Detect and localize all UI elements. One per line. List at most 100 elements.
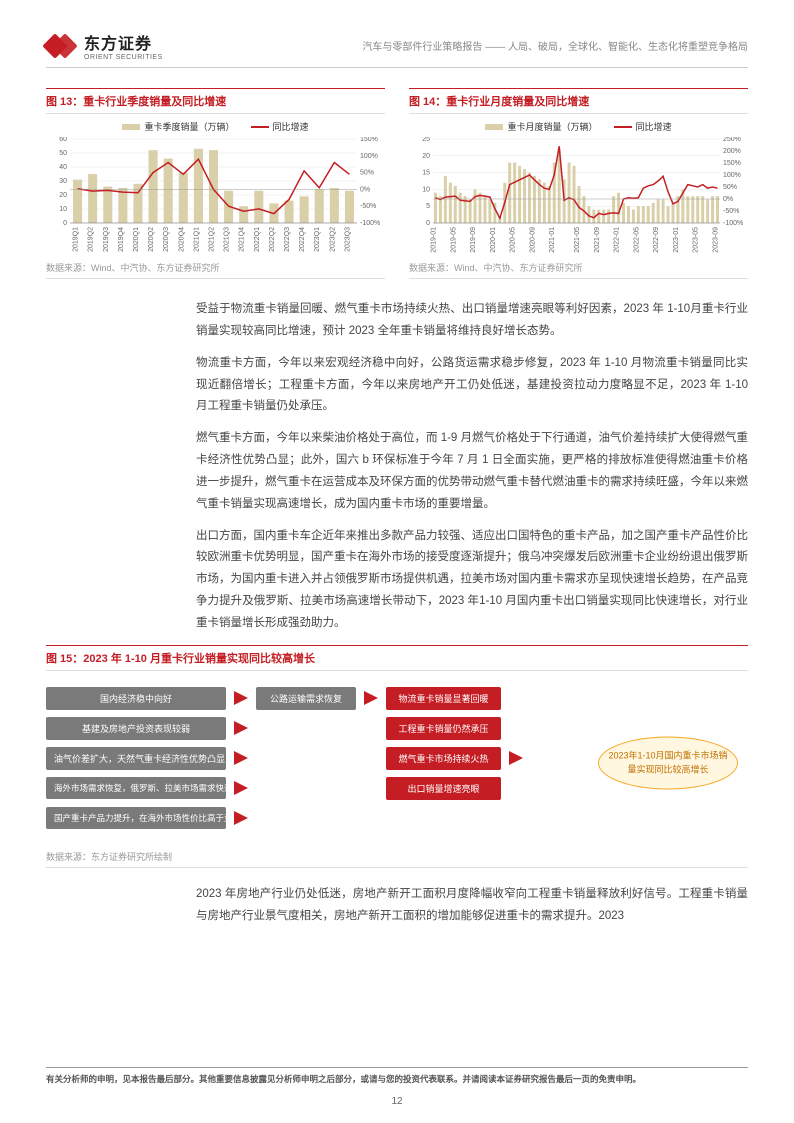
svg-text:10: 10 (422, 186, 430, 193)
flow-left-box: 国产重卡产品力提升，在海外市场性价比高于竞品 (46, 807, 226, 829)
svg-text:2019-05: 2019-05 (450, 227, 457, 253)
svg-text:20: 20 (422, 153, 430, 160)
footer-disclaimer: 有关分析师的申明，见本报告最后部分。其他重要信息披露见分析师申明之后部分，或请与… (46, 1067, 748, 1085)
legend-bar-label: 重卡月度销量（万辆） (507, 120, 597, 133)
svg-text:2023Q2: 2023Q2 (329, 227, 336, 252)
para-3: 燃气重卡方面，今年以来柴油价格处于高位，而 1-9 月燃气价格处于下行通道，油气… (196, 428, 748, 515)
svg-text:2023-01: 2023-01 (673, 227, 680, 253)
svg-text:50%: 50% (360, 170, 374, 177)
svg-text:200%: 200% (723, 148, 741, 155)
svg-text:2022Q4: 2022Q4 (299, 227, 306, 252)
arrow-right-icon (509, 751, 523, 765)
svg-text:2019Q2: 2019Q2 (88, 227, 95, 252)
arrow-right-icon (234, 751, 248, 765)
legend-bar-icon (122, 124, 140, 130)
figure-15: 图 15：2023 年 1-10 月重卡行业销量实现同比较高增长 国内经济稳中向… (46, 645, 748, 868)
chart-13-title: 图 13：重卡行业季度销量及同比增速 (46, 88, 385, 114)
svg-text:2019Q3: 2019Q3 (103, 227, 110, 252)
svg-text:2022-09: 2022-09 (653, 227, 660, 253)
svg-text:60: 60 (59, 137, 67, 143)
chart-14-svg: 0 5 10 15 20 25 -100% -50% 0% 50% 100% 150% 200% 250%… (409, 137, 748, 257)
legend-bar-label: 重卡季度销量（万辆） (144, 120, 234, 133)
svg-text:2020Q1: 2020Q1 (133, 227, 140, 252)
chart-13: 图 13：重卡行业季度销量及同比增速 重卡季度销量（万辆） 同比增速 0 10 20… (46, 88, 385, 279)
svg-text:2023-09: 2023-09 (713, 227, 720, 253)
flow-right-box: 物流重卡销量显著回暖 (386, 687, 501, 710)
svg-text:2022-01: 2022-01 (614, 227, 621, 253)
svg-text:2020Q3: 2020Q3 (163, 227, 170, 252)
arrow-right-icon (234, 781, 248, 795)
logo-en: ORIENT SECURITIES (84, 54, 163, 61)
page-number: 12 (0, 1096, 794, 1107)
svg-text:250%: 250% (723, 137, 741, 143)
svg-text:50%: 50% (723, 184, 737, 191)
svg-text:2021-09: 2021-09 (594, 227, 601, 253)
arrow-right-icon (234, 721, 248, 735)
svg-text:2021Q2: 2021Q2 (209, 227, 216, 252)
svg-text:2019Q1: 2019Q1 (73, 227, 80, 252)
flow-row: 国产重卡产品力提升，在海外市场性价比高于竞品 (46, 807, 748, 829)
svg-text:150%: 150% (360, 137, 378, 143)
svg-text:10: 10 (59, 206, 67, 213)
svg-text:15: 15 (422, 170, 430, 177)
svg-text:30: 30 (59, 178, 67, 185)
chart-13-source: 数据来源：Wind、中汽协、东方证券研究所 (46, 257, 385, 279)
svg-text:150%: 150% (723, 160, 741, 167)
chart-14-source: 数据来源：Wind、中汽协、东方证券研究所 (409, 257, 748, 279)
svg-text:2020-09: 2020-09 (529, 227, 536, 253)
svg-text:2021Q4: 2021Q4 (239, 227, 246, 252)
svg-text:2022-05: 2022-05 (633, 227, 640, 253)
svg-text:5: 5 (426, 203, 430, 210)
svg-text:0%: 0% (723, 196, 733, 203)
svg-text:0: 0 (426, 220, 430, 227)
logo-cn: 东方证券 (84, 30, 163, 54)
svg-text:2022Q3: 2022Q3 (284, 227, 291, 252)
legend-line-icon (251, 126, 269, 128)
legend-bar-icon (485, 124, 503, 130)
flow-left-box: 基建及房地产投资表现较弱 (46, 717, 226, 740)
para-4: 出口方面，国内重卡车企近年来推出多款产品力较强、适应出口国特色的重卡产品，加之国… (196, 526, 748, 635)
svg-text:2023Q3: 2023Q3 (344, 227, 351, 252)
page-header: 东方证券 ORIENT SECURITIES 汽车与零部件行业策略报告 —— 人… (46, 30, 748, 68)
chart-13-svg: 0102030405060-100%-50%0%50%100%150%2019Q… (46, 137, 385, 257)
company-logo-icon (46, 31, 76, 61)
svg-text:40: 40 (59, 164, 67, 171)
svg-text:-100%: -100% (723, 220, 743, 227)
chart-14-title: 图 14：重卡行业月度销量及同比增速 (409, 88, 748, 114)
legend-line-label: 同比增速 (636, 120, 672, 133)
svg-text:0: 0 (63, 220, 67, 227)
svg-text:100%: 100% (360, 153, 378, 160)
chart-14: 图 14：重卡行业月度销量及同比增速 重卡月度销量（万辆） 同比增速 0 5 10 1… (409, 88, 748, 279)
figure-15-source: 数据来源：东方证券研究所绘制 (46, 846, 748, 868)
svg-text:2023Q1: 2023Q1 (314, 227, 321, 252)
flow-right-box: 燃气重卡市场持续火热 (386, 747, 501, 770)
svg-text:2020-05: 2020-05 (510, 227, 517, 253)
svg-text:2020Q4: 2020Q4 (178, 227, 185, 252)
legend-line-icon (614, 126, 632, 128)
svg-text:2022Q1: 2022Q1 (254, 227, 261, 252)
svg-text:2020-01: 2020-01 (490, 227, 497, 253)
svg-text:2022Q2: 2022Q2 (269, 227, 276, 252)
chart-14-legend: 重卡月度销量（万辆） 同比增速 (409, 120, 748, 133)
arrow-right-icon (364, 691, 378, 705)
svg-text:100%: 100% (723, 172, 741, 179)
figure-15-flowchart: 国内经济稳中向好公路运输需求恢复物流重卡销量显著回暖基建及房地产投资表现较弱工程… (46, 681, 748, 846)
svg-text:2019Q4: 2019Q4 (118, 227, 125, 252)
svg-text:-50%: -50% (360, 203, 376, 210)
svg-text:-100%: -100% (360, 220, 380, 227)
flow-left-box: 油气价差扩大，天然气重卡经济性优势凸显 (46, 747, 226, 770)
legend-line-label: 同比增速 (273, 120, 309, 133)
svg-text:20: 20 (59, 192, 67, 199)
para-2: 物流重卡方面，今年以来宏观经济稳中向好，公路货运需求稳步修复，2023 年 1-… (196, 353, 748, 419)
svg-text:2019-01: 2019-01 (430, 227, 437, 253)
chart-13-legend: 重卡季度销量（万辆） 同比增速 (46, 120, 385, 133)
figure-15-title: 图 15：2023 年 1-10 月重卡行业销量实现同比较高增长 (46, 645, 748, 671)
svg-text:2021-05: 2021-05 (574, 227, 581, 253)
svg-text:25: 25 (422, 137, 430, 143)
svg-text:-50%: -50% (723, 208, 739, 215)
flow-output-box: 2023年1-10月国内重卡市场销量实现同比较高增长 (598, 737, 738, 790)
svg-text:2021Q3: 2021Q3 (224, 227, 231, 252)
para-1: 受益于物流重卡销量回暖、燃气重卡市场持续火热、出口销量增速亮眼等利好因素，202… (196, 299, 748, 343)
svg-text:2019-09: 2019-09 (470, 227, 477, 253)
arrow-right-icon (234, 811, 248, 825)
